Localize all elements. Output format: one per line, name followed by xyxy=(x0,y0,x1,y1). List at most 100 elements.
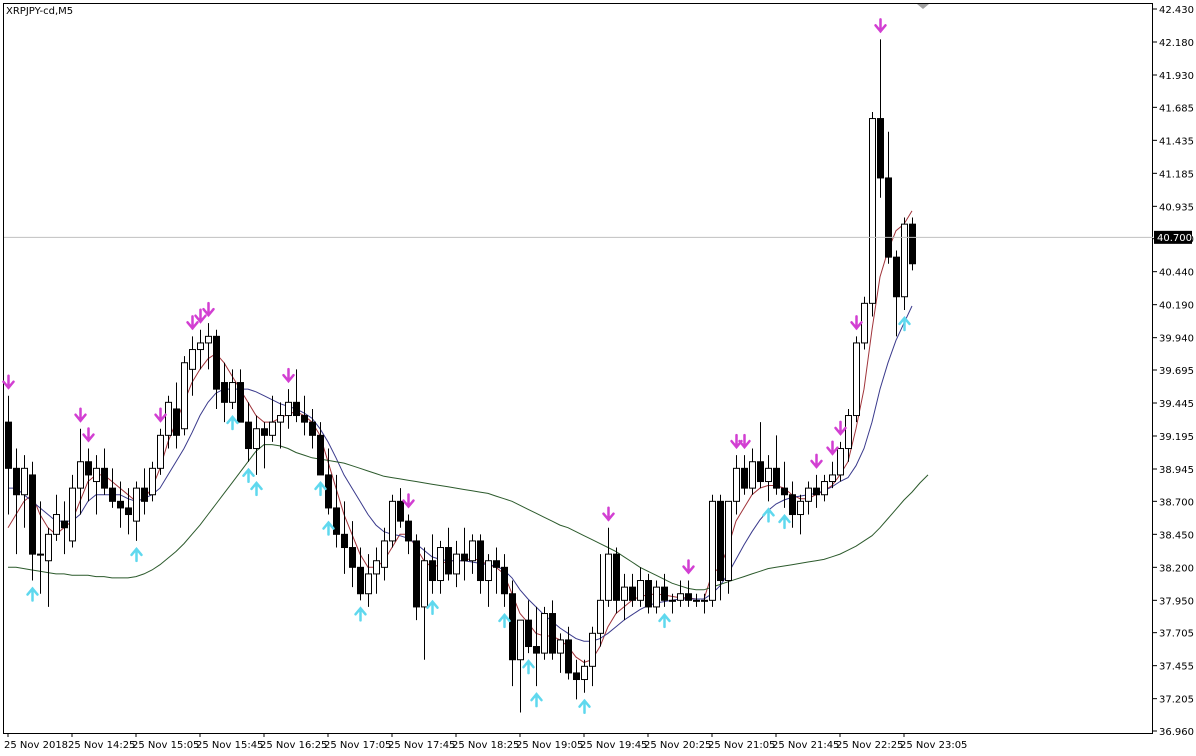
bullish-candle[interactable] xyxy=(621,586,628,601)
bullish-candle[interactable] xyxy=(157,434,164,469)
bearish-candle[interactable] xyxy=(413,540,420,608)
bullish-candle[interactable] xyxy=(421,560,428,608)
bearish-candle[interactable] xyxy=(661,586,668,601)
bearish-candle[interactable] xyxy=(301,415,308,423)
bullish-candle[interactable] xyxy=(269,421,276,436)
bullish-candle[interactable] xyxy=(589,632,596,667)
bearish-candle[interactable] xyxy=(309,421,316,436)
bullish-candle[interactable] xyxy=(901,223,908,298)
bullish-candle[interactable] xyxy=(277,415,284,423)
bearish-candle[interactable] xyxy=(525,619,532,648)
bullish-candle[interactable] xyxy=(93,467,100,483)
bullish-candle[interactable] xyxy=(693,599,700,602)
bearish-candle[interactable] xyxy=(533,646,540,654)
bullish-candle[interactable] xyxy=(133,487,140,522)
bearish-candle[interactable] xyxy=(773,467,780,489)
bearish-candle[interactable] xyxy=(509,593,516,661)
bearish-candle[interactable] xyxy=(349,547,356,568)
bullish-candle[interactable] xyxy=(853,342,860,417)
bullish-candle[interactable] xyxy=(869,118,876,304)
bullish-candle[interactable] xyxy=(77,461,84,489)
bullish-candle[interactable] xyxy=(189,349,196,370)
bullish-candle[interactable] xyxy=(709,500,716,601)
bullish-candle[interactable] xyxy=(253,428,260,450)
bearish-candle[interactable] xyxy=(261,428,268,436)
bearish-candle[interactable] xyxy=(405,520,412,542)
bearish-candle[interactable] xyxy=(125,507,132,516)
bearish-candle[interactable] xyxy=(61,520,68,529)
bearish-candle[interactable] xyxy=(477,540,484,582)
bullish-candle[interactable] xyxy=(149,467,156,496)
bearish-candle[interactable] xyxy=(341,533,348,549)
bullish-candle[interactable] xyxy=(557,639,564,654)
bearish-candle[interactable] xyxy=(173,408,180,436)
bearish-candle[interactable] xyxy=(13,467,20,496)
bullish-candle[interactable] xyxy=(765,467,772,483)
bearish-candle[interactable] xyxy=(885,177,892,258)
bullish-candle[interactable] xyxy=(389,500,396,542)
bullish-candle[interactable] xyxy=(517,619,524,661)
bearish-candle[interactable] xyxy=(781,487,788,496)
bearish-candle[interactable] xyxy=(461,553,468,562)
bullish-candle[interactable] xyxy=(821,481,828,496)
bearish-candle[interactable] xyxy=(645,580,652,608)
bearish-candle[interactable] xyxy=(141,487,148,502)
bearish-candle[interactable] xyxy=(117,500,124,509)
bullish-candle[interactable] xyxy=(733,467,740,502)
bearish-candle[interactable] xyxy=(789,494,796,516)
bearish-candle[interactable] xyxy=(325,474,332,509)
plot-area[interactable] xyxy=(3,3,1153,734)
bullish-candle[interactable] xyxy=(541,613,548,654)
bullish-candle[interactable] xyxy=(669,599,676,602)
bullish-candle[interactable] xyxy=(205,335,212,344)
bullish-candle[interactable] xyxy=(597,599,604,634)
bearish-candle[interactable] xyxy=(397,500,404,522)
bearish-candle[interactable] xyxy=(85,461,92,476)
bearish-candle[interactable] xyxy=(741,467,748,489)
bullish-candle[interactable] xyxy=(605,553,612,601)
bearish-candle[interactable] xyxy=(877,118,884,179)
bullish-candle[interactable] xyxy=(437,547,444,582)
bearish-candle[interactable] xyxy=(317,434,324,476)
chart-shift-triangle[interactable] xyxy=(917,4,929,9)
bearish-candle[interactable] xyxy=(293,401,300,417)
bullish-candle[interactable] xyxy=(165,401,172,436)
bullish-candle[interactable] xyxy=(453,553,460,575)
bullish-candle[interactable] xyxy=(21,467,28,496)
bearish-candle[interactable] xyxy=(757,461,764,483)
bullish-candle[interactable] xyxy=(829,474,836,483)
bullish-candle[interactable] xyxy=(373,560,380,575)
bullish-candle[interactable] xyxy=(365,573,372,595)
bearish-candle[interactable] xyxy=(429,560,436,582)
bullish-candle[interactable] xyxy=(845,415,852,450)
bearish-candle[interactable] xyxy=(357,566,364,595)
bearish-candle[interactable] xyxy=(101,467,108,489)
bearish-candle[interactable] xyxy=(245,421,252,450)
bullish-candle[interactable] xyxy=(805,487,812,502)
bearish-candle[interactable] xyxy=(333,507,340,535)
bearish-candle[interactable] xyxy=(629,586,636,601)
bearish-candle[interactable] xyxy=(221,382,228,403)
bearish-candle[interactable] xyxy=(445,547,452,575)
bearish-candle[interactable] xyxy=(501,566,508,595)
bullish-candle[interactable] xyxy=(637,580,644,601)
bullish-candle[interactable] xyxy=(701,599,708,602)
bullish-candle[interactable] xyxy=(285,401,292,417)
bullish-candle[interactable] xyxy=(37,553,44,556)
bullish-candle[interactable] xyxy=(53,514,60,535)
bearish-candle[interactable] xyxy=(893,256,900,298)
bearish-candle[interactable] xyxy=(573,672,580,681)
bearish-candle[interactable] xyxy=(909,223,916,265)
bearish-candle[interactable] xyxy=(213,335,220,390)
bullish-candle[interactable] xyxy=(581,665,588,681)
bullish-candle[interactable] xyxy=(229,382,236,403)
bullish-candle[interactable] xyxy=(797,500,804,516)
bearish-candle[interactable] xyxy=(109,487,116,502)
bearish-candle[interactable] xyxy=(813,487,820,496)
bullish-candle[interactable] xyxy=(469,540,476,562)
bearish-candle[interactable] xyxy=(717,500,724,582)
bullish-candle[interactable] xyxy=(181,362,188,430)
bearish-candle[interactable] xyxy=(5,421,12,469)
bearish-candle[interactable] xyxy=(613,553,620,601)
